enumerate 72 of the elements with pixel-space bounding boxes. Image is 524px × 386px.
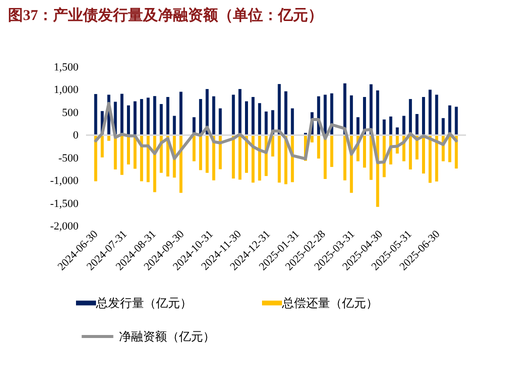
bar [350,95,353,136]
bar [415,114,418,136]
bar [218,108,222,136]
bar [435,135,438,182]
bar [389,116,392,136]
bar [324,94,327,136]
legend-label: 总偿还量（亿元） [281,296,378,310]
bar [408,99,412,136]
bar [126,105,130,136]
bar [244,101,248,136]
bar [206,135,209,173]
y-tick-label: 500 [62,106,79,119]
bar [252,96,255,136]
bar [153,96,156,136]
bar [422,96,426,136]
y-tick-label: 1,000 [54,84,79,96]
bar [146,98,150,136]
legend-label: 净融资额（亿元） [119,330,215,344]
y-tick-label: -500 [58,152,79,164]
y-tick-label: 1,500 [54,62,79,74]
y-tick-label: 0 [73,130,79,142]
bar [192,135,196,162]
bar [290,108,294,136]
bar [232,94,235,136]
bar [238,89,242,136]
bar [232,135,235,179]
bar [212,96,216,136]
bar [120,135,124,175]
bar [363,135,366,168]
bar [160,104,163,136]
bar [199,135,202,170]
bar [134,101,137,136]
bar [376,90,380,136]
bar [396,127,399,136]
bar [166,96,170,136]
bar [442,118,445,136]
bar [120,94,124,136]
bar [382,119,386,136]
chart-title: 图37：产业债发行量及净融资额（单位：亿元） [8,6,323,24]
bar [264,112,268,136]
bar [258,103,262,136]
line-series [94,102,458,164]
bar [140,99,144,136]
bar [356,117,360,136]
bar [126,135,130,164]
bar [284,91,288,136]
y-tick-label: -2,000 [50,220,79,232]
bar [199,99,202,136]
bar [428,90,432,136]
bar [172,116,176,136]
y-tick-label: -1,000 [50,175,79,188]
bar [448,135,452,162]
bar [428,135,432,183]
bar [238,135,242,180]
bar [454,106,458,136]
legend-label: 总发行量（亿元） [95,296,192,310]
bar [435,94,438,136]
y-tick-label: -1,500 [50,198,79,210]
bar [258,135,262,181]
bar [448,105,452,136]
bar [94,135,98,182]
bar [408,135,412,170]
bar [317,135,320,159]
bar [330,135,334,167]
bar [402,116,406,136]
bar [343,135,346,180]
bar [278,84,281,136]
bar [370,135,373,180]
bar [100,135,104,158]
bar [179,92,182,136]
bar [278,135,281,183]
bar [94,94,98,136]
